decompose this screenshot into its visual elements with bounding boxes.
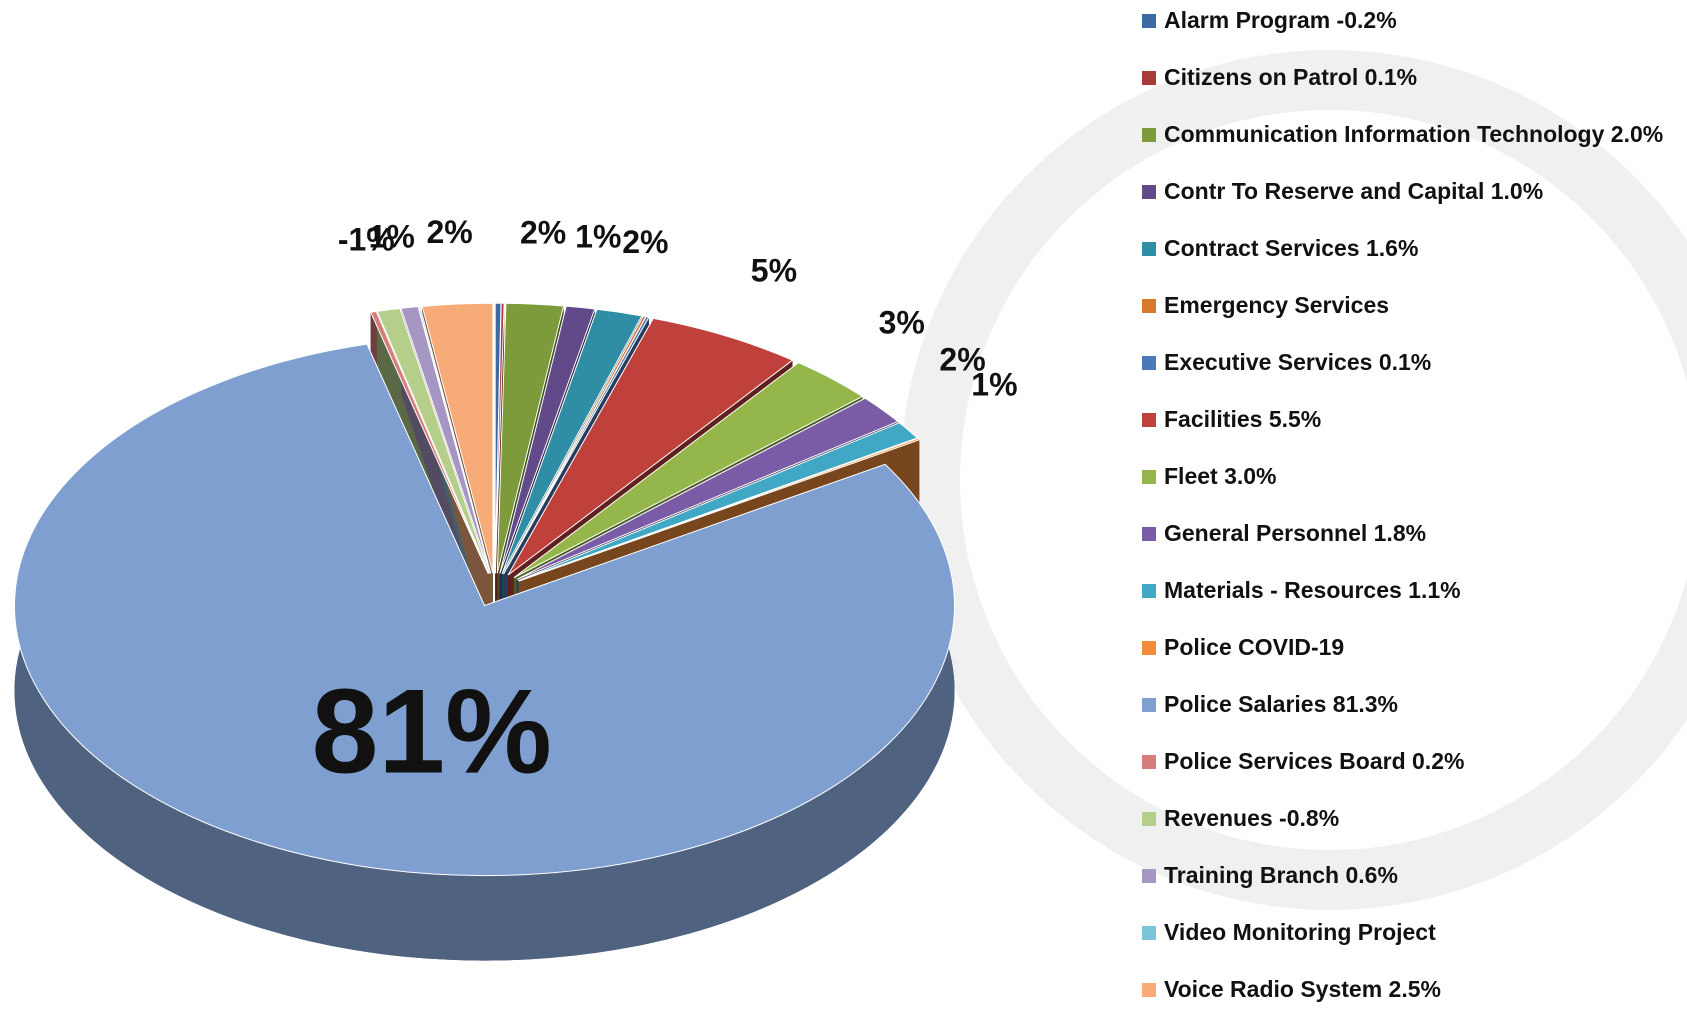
slice — [494, 302, 505, 574]
legend-swatch — [1142, 71, 1156, 85]
legend-label: Fleet 3.0% — [1164, 463, 1277, 489]
slice — [518, 437, 921, 582]
legend-label: Alarm Program -0.2% — [1164, 7, 1397, 33]
legend-label: Materials - Resources 1.1% — [1164, 577, 1461, 603]
legend-swatch — [1142, 128, 1156, 142]
legend-swatch — [1142, 527, 1156, 541]
data-label: -1% — [338, 221, 395, 257]
legend-swatch — [1142, 242, 1156, 256]
slice — [369, 310, 489, 574]
slice — [507, 317, 794, 576]
data-label: 2% — [622, 224, 668, 260]
legend-swatch — [1142, 755, 1156, 769]
legend-label: Training Branch 0.6% — [1164, 862, 1398, 888]
slice — [421, 302, 494, 574]
legend-swatch — [1142, 185, 1156, 199]
legend-swatch — [1142, 584, 1156, 598]
slice — [417, 305, 492, 574]
slice — [518, 422, 919, 582]
data-label: 5% — [751, 253, 797, 289]
legend-label: Contr To Reserve and Capital 1.0% — [1164, 178, 1543, 204]
watermark — [900, 50, 1687, 910]
slice — [516, 397, 899, 580]
legend-swatch — [1142, 983, 1156, 997]
legend-swatch — [1142, 299, 1156, 313]
legend-label: Emergency Services — [1164, 292, 1389, 318]
legend: Alarm Program -0.2% Citizens on Patrol 0.… — [1142, 7, 1663, 1002]
slice — [499, 305, 596, 574]
slice — [513, 362, 864, 579]
legend-label: Facilities 5.5% — [1164, 406, 1321, 432]
legend-swatch — [1142, 698, 1156, 712]
legend-label: Contract Services 1.6% — [1164, 235, 1418, 261]
legend-label: Executive Services 0.1% — [1164, 349, 1431, 375]
legend-swatch — [1142, 641, 1156, 655]
legend-label: Revenues -0.8% — [1164, 805, 1339, 831]
slice — [496, 302, 565, 574]
legend-swatch — [1142, 413, 1156, 427]
legend-swatch — [1142, 14, 1156, 28]
slice — [503, 316, 650, 575]
legend-label: Communication Information Technology 2.0… — [1164, 121, 1663, 147]
legend-label: Video Monitoring Project — [1164, 919, 1436, 945]
legend-label: Police Salaries 81.3% — [1164, 691, 1398, 717]
data-label: 2% — [939, 342, 985, 378]
slice — [376, 307, 490, 574]
data-label: 1% — [369, 218, 415, 254]
legend-swatch — [1142, 470, 1156, 484]
legend-label: Voice Radio System 2.5% — [1164, 976, 1441, 1002]
data-label: 1% — [971, 367, 1017, 403]
data-label: 2% — [427, 214, 473, 250]
legend-label: General Personnel 1.8% — [1164, 520, 1426, 546]
data-label: 1% — [575, 218, 621, 254]
legend-swatch — [1142, 812, 1156, 826]
data-label: 2% — [520, 214, 566, 250]
legend-label: Police Services Board 0.2% — [1164, 748, 1464, 774]
legend-swatch — [1142, 926, 1156, 940]
legend-label: Citizens on Patrol 0.1% — [1164, 64, 1417, 90]
slice — [14, 343, 955, 877]
data-labels: 2% 1% 2%5%3%2%1%81%-1%1% 2% — [312, 214, 1018, 798]
data-label: 3% — [879, 304, 925, 340]
slice — [501, 308, 643, 574]
legend-swatch — [1142, 356, 1156, 370]
legend-label: Police COVID-19 — [1164, 634, 1344, 660]
legend-swatch — [1142, 869, 1156, 883]
pie-top — [14, 302, 955, 877]
slice — [400, 306, 491, 574]
data-label: 81% — [312, 664, 552, 798]
